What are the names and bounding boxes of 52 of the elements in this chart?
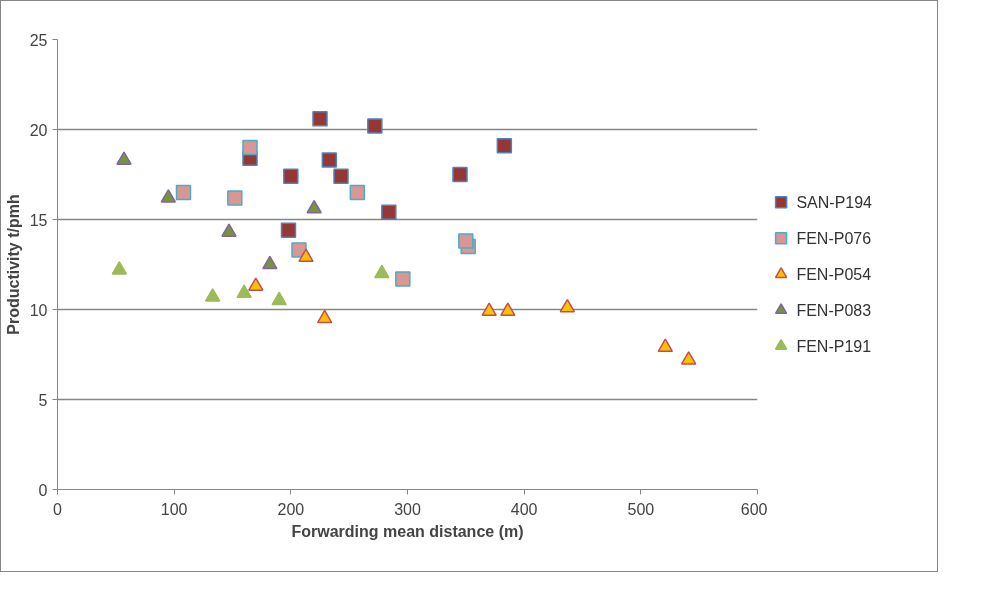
legend-label: FEN-P191	[796, 337, 872, 355]
point	[298, 248, 314, 263]
x-tick-label: 400	[510, 500, 538, 518]
point	[236, 284, 252, 299]
point	[227, 190, 243, 206]
legend-label: FEN-P083	[796, 301, 872, 319]
x-tick-label: 200	[277, 500, 305, 518]
point	[321, 152, 338, 168]
y-tick-label: 0	[38, 481, 48, 499]
point	[680, 351, 697, 365]
x-tick-label: 300	[394, 500, 421, 518]
point	[500, 302, 516, 317]
point	[316, 309, 333, 324]
point	[271, 291, 287, 306]
point	[381, 204, 397, 221]
point	[262, 255, 278, 270]
point	[280, 222, 297, 239]
x-axis-title: Forwarding mean distance (m)	[291, 522, 524, 540]
x-tick-label: 500	[627, 500, 655, 518]
point	[395, 271, 411, 287]
point	[248, 277, 264, 291]
legend-label: SAN-P194	[796, 193, 873, 211]
point	[175, 184, 192, 201]
point	[452, 166, 468, 183]
point	[333, 168, 349, 185]
x-tick-label: 100	[160, 500, 188, 518]
point	[204, 288, 221, 302]
point	[242, 139, 258, 156]
point	[374, 264, 390, 279]
point	[481, 302, 497, 317]
point	[458, 233, 474, 249]
y-tick-label: 15	[29, 211, 48, 229]
x-tick-label: 600	[740, 500, 768, 518]
point	[657, 338, 674, 353]
point	[496, 137, 513, 154]
y-tick-label: 5	[38, 391, 48, 409]
y-tick-label: 10	[29, 301, 48, 319]
point	[367, 118, 383, 134]
point	[283, 168, 299, 185]
point	[349, 184, 366, 201]
point	[160, 189, 177, 203]
y-tick-label: 25	[29, 31, 48, 49]
legend-label: FEN-P054	[796, 265, 872, 283]
y-axis-title: Productivity t/pmh	[4, 194, 22, 335]
point	[306, 199, 322, 214]
point	[221, 223, 237, 237]
y-tick-label: 20	[29, 121, 48, 139]
legend-label: FEN-P076	[796, 229, 872, 247]
point	[312, 110, 328, 127]
x-tick-label: 0	[53, 500, 63, 518]
point	[559, 298, 576, 313]
point	[111, 261, 128, 275]
